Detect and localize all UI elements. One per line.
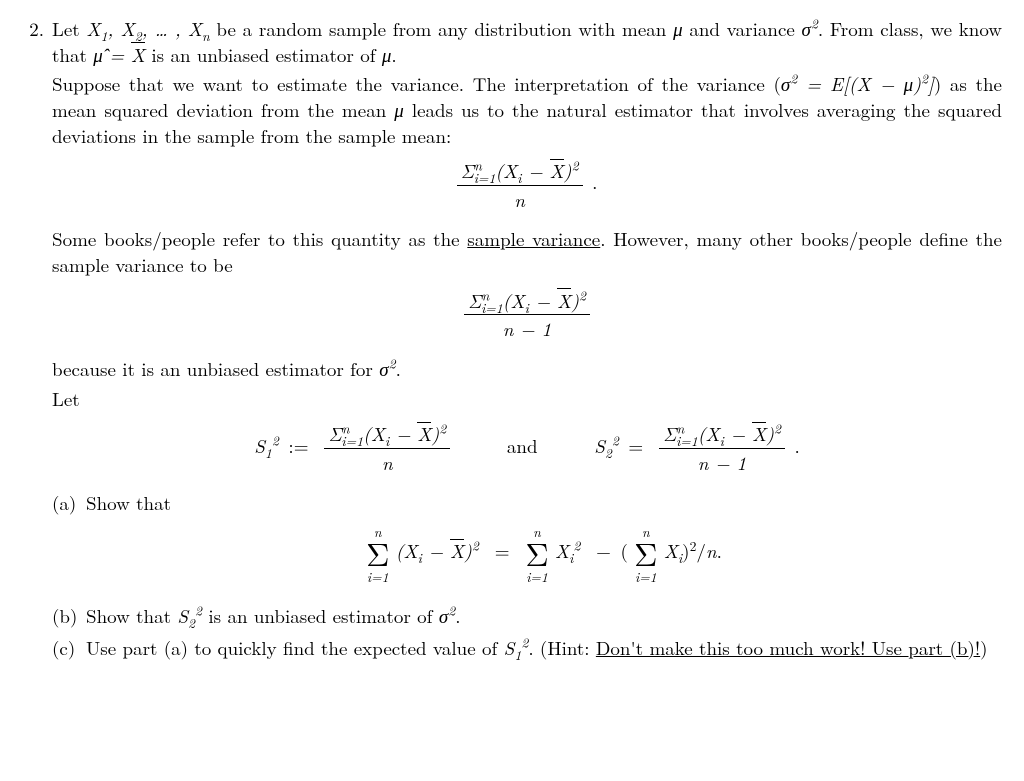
sample-variance-term: sample variance (467, 225, 600, 252)
subpart-b: (b) Show that S22 is an unbiased estimat… (52, 603, 1002, 629)
text: ) (980, 634, 987, 661)
text: . (391, 41, 396, 68)
text: is an unbiased estimator of (208, 602, 438, 629)
problem-body: Let X1, X2, … , Xn be a random sample fr… (52, 16, 1002, 667)
text: . (396, 355, 401, 382)
math-sigma2: σ2 (379, 355, 395, 382)
subparts: (a) Show that nΣi=1 (Xi − X)2 = nΣi=1 Xi… (52, 490, 1002, 661)
para-let: Let (52, 386, 1002, 412)
para-4: because it is an unbiased estimator for … (52, 356, 1002, 382)
math-muhat: μ̂ = X (93, 41, 145, 68)
math-mu: μ (382, 41, 392, 68)
subpart-c: (c) Use part (a) to quickly find the exp… (52, 635, 1002, 661)
subpart-label: (c) (52, 635, 86, 661)
text: Suppose that we want to estimate the var… (52, 70, 781, 97)
and-label: and (507, 433, 538, 459)
display-eq-1: Σni=1(Xi − X)2 n . (52, 158, 1002, 212)
text: . (455, 602, 460, 629)
para-1: Let X1, X2, … , Xn be a random sample fr… (52, 16, 1002, 67)
math-S1: S12 (504, 634, 529, 661)
subpart-a: (a) Show that nΣi=1 (Xi − X)2 = nΣi=1 Xi… (52, 490, 1002, 598)
hint-text: Don't make this too much work! Use part … (596, 634, 980, 661)
math-Xseq: X1, X2, … , Xn (86, 15, 209, 42)
text: Show that (86, 602, 177, 629)
text: and variance (689, 15, 801, 42)
math-sigma2: σ2 (802, 15, 818, 42)
math-vardef: σ2 = E[(X − μ)2] (781, 70, 934, 97)
para-2: Suppose that we want to estimate the var… (52, 71, 1002, 148)
text: is an unbiased estimator of (151, 41, 381, 68)
text: be a random sample from any distribution… (216, 15, 673, 42)
math-S2: S22 (177, 602, 202, 629)
text: Let (52, 15, 86, 42)
math-mu: μ (394, 96, 404, 123)
text: . (818, 15, 823, 42)
display-eq-identity: nΣi=1 (Xi − X)2 = nΣi=1 Xi2 − ( nΣi=1 Xi… (86, 525, 1002, 583)
display-eq-defs: S12 := Σni=1(Xi − X)2 n and S22 = Σni=1(… (52, 421, 1002, 475)
display-eq-2: Σni=1(Xi − X)2 n − 1 (52, 288, 1002, 342)
text: . (Hint: (528, 634, 596, 661)
math-mu: μ (673, 15, 683, 42)
text: Show that (86, 489, 171, 516)
text: Use part (a) to quickly find the expecte… (86, 634, 504, 661)
math-sigma2: σ2 (439, 602, 455, 629)
text: Some books/people refer to this quantity… (52, 225, 467, 252)
text: because it is an unbiased estimator for (52, 355, 379, 382)
subpart-label: (a) (52, 490, 86, 516)
para-3: Some books/people refer to this quantity… (52, 226, 1002, 277)
subpart-label: (b) (52, 603, 86, 629)
problem-number: 2. (10, 16, 52, 42)
